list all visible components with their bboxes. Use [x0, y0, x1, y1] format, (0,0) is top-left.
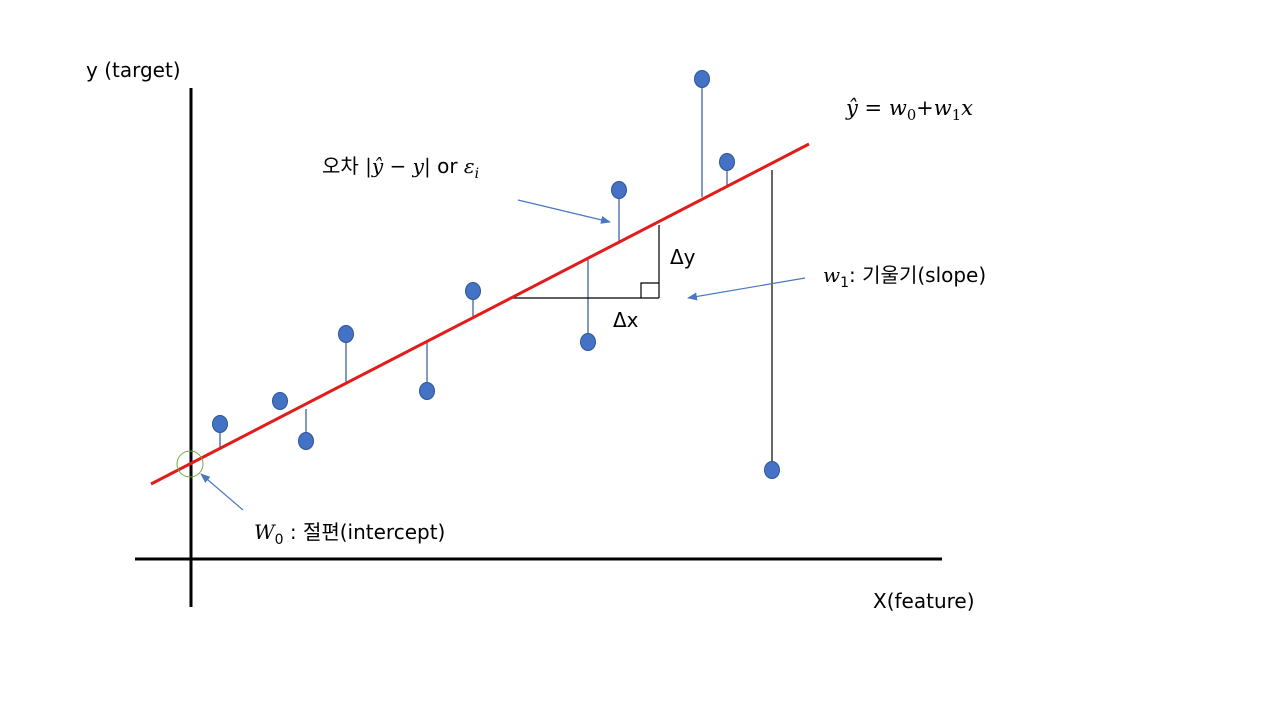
data-point — [465, 282, 481, 300]
error-expression: |ŷ − y| — [365, 154, 431, 178]
data-point — [298, 432, 314, 450]
eq-w1: w — [933, 96, 952, 120]
eq-yhat: ŷ — [846, 96, 858, 120]
x-axis-label: X(feature) — [873, 589, 975, 613]
data-point — [611, 181, 627, 199]
eq-equals: = — [857, 96, 889, 120]
data-point — [719, 153, 735, 171]
slope-triangle — [511, 225, 660, 299]
error-epsilon: ε — [463, 154, 475, 178]
error-or: or — [430, 154, 464, 178]
error-prefix: 오차 — [322, 154, 366, 178]
delta-y-label: Δy — [670, 245, 696, 269]
eq-w0: w — [888, 96, 907, 120]
data-point — [764, 461, 780, 479]
delta-x-label: Δx — [613, 308, 639, 332]
slope-arrow — [687, 277, 806, 301]
error-subscript: i — [474, 166, 480, 182]
data-point — [694, 70, 710, 88]
y-axis-label: y (target) — [86, 58, 181, 82]
data-point — [212, 415, 228, 433]
eq-sub0: 0 — [906, 107, 917, 125]
intercept-label: W0 : 절편(intercept) — [254, 516, 445, 548]
intercept-w: W — [254, 520, 275, 544]
eq-x: x — [961, 96, 973, 120]
intercept-text: : 절편(intercept) — [283, 520, 446, 544]
annotation-arrows — [200, 199, 806, 511]
eq-sub1: 1 — [951, 107, 962, 125]
intercept-arrow — [200, 473, 244, 511]
intercept-sub: 0 — [274, 532, 284, 548]
slope-w: w — [823, 263, 841, 287]
error-label: 오차 |ŷ − y| or εi — [322, 150, 479, 182]
data-point — [419, 382, 435, 400]
data-point — [272, 392, 288, 410]
eq-plus: + — [916, 96, 934, 120]
data-points — [212, 70, 780, 479]
intercept-circle — [176, 450, 204, 478]
regression-equation: ŷ = w0+w1x — [846, 96, 973, 124]
slope-text: : 기울기(slope) — [849, 263, 987, 287]
data-point — [580, 333, 596, 351]
regression-line — [150, 142, 810, 486]
slope-label: w1: 기울기(slope) — [823, 259, 986, 291]
residual-lines — [219, 79, 728, 448]
right-angle-mark — [640, 282, 659, 298]
slope-sub: 1 — [840, 275, 850, 291]
data-point — [338, 325, 354, 343]
error-arrow — [517, 199, 611, 224]
